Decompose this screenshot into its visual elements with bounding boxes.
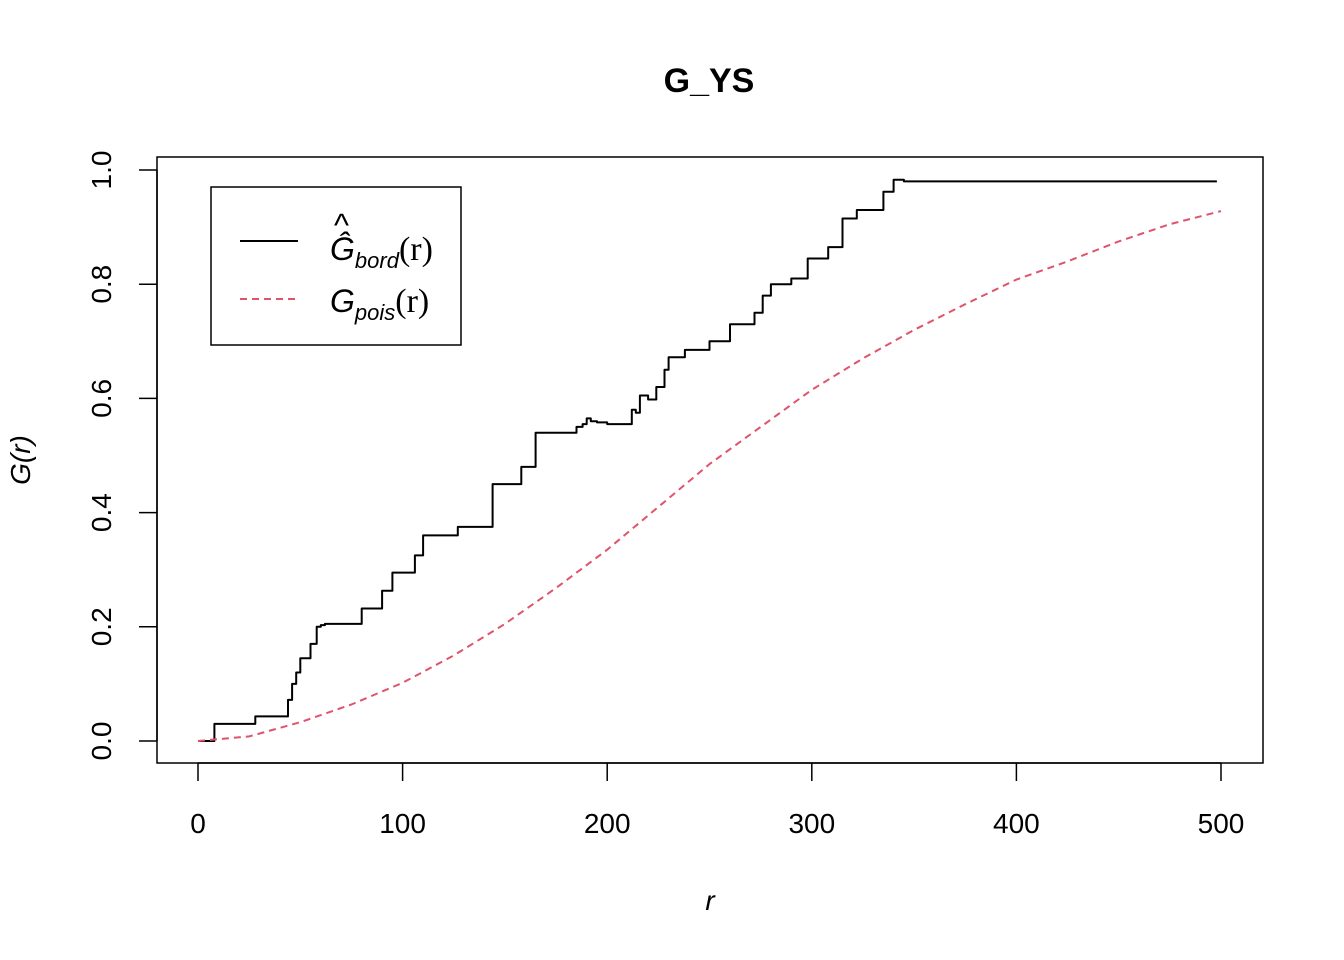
legend-label-bord-arg: (r)	[399, 231, 433, 268]
legend-label-pois-arg: (r)	[395, 283, 429, 320]
x-tick-label: 0	[190, 808, 206, 839]
legend-label-pois-main: G	[330, 283, 355, 319]
y-axis: 0.0 0.2 0.4 0.6 0.8 1.0	[86, 151, 158, 761]
x-tick-label: 400	[993, 808, 1040, 839]
x-tick-label: 100	[379, 808, 426, 839]
x-tick-label: 200	[584, 808, 631, 839]
y-tick-label: 1.0	[86, 151, 117, 190]
legend-label-bord-sub: bord	[355, 248, 400, 273]
y-axis-label: G(r)	[5, 435, 36, 485]
y-tick-label: 0.4	[86, 493, 117, 532]
legend-label-pois-sub: pois	[354, 300, 395, 325]
series-line-bord	[198, 178, 1217, 742]
legend-label-bord-main: Ĝ	[330, 231, 355, 267]
legend-label-bord: Ĝbord(r)	[330, 231, 433, 273]
y-tick-label: 0.6	[86, 379, 117, 418]
legend-box	[210, 186, 462, 346]
y-tick-label: 0.8	[86, 265, 117, 304]
x-tick-label: 300	[788, 808, 835, 839]
series-line-pois	[197, 210, 1222, 742]
series-layer	[197, 178, 1222, 742]
y-tick-label: 0.0	[86, 722, 117, 761]
legend-label-pois: Gpois(r)	[330, 283, 429, 325]
legend-hat-glyph: ^	[333, 207, 349, 243]
chart-title: G_YS	[664, 62, 755, 100]
y-tick-label: 0.2	[86, 607, 117, 646]
legend: Ĝbord(r) Gpois(r) ^	[210, 186, 462, 346]
x-axis-label: r	[705, 885, 716, 916]
x-tick-label: 500	[1198, 808, 1245, 839]
x-axis: 0 100 200 300 400 500	[190, 762, 1245, 839]
